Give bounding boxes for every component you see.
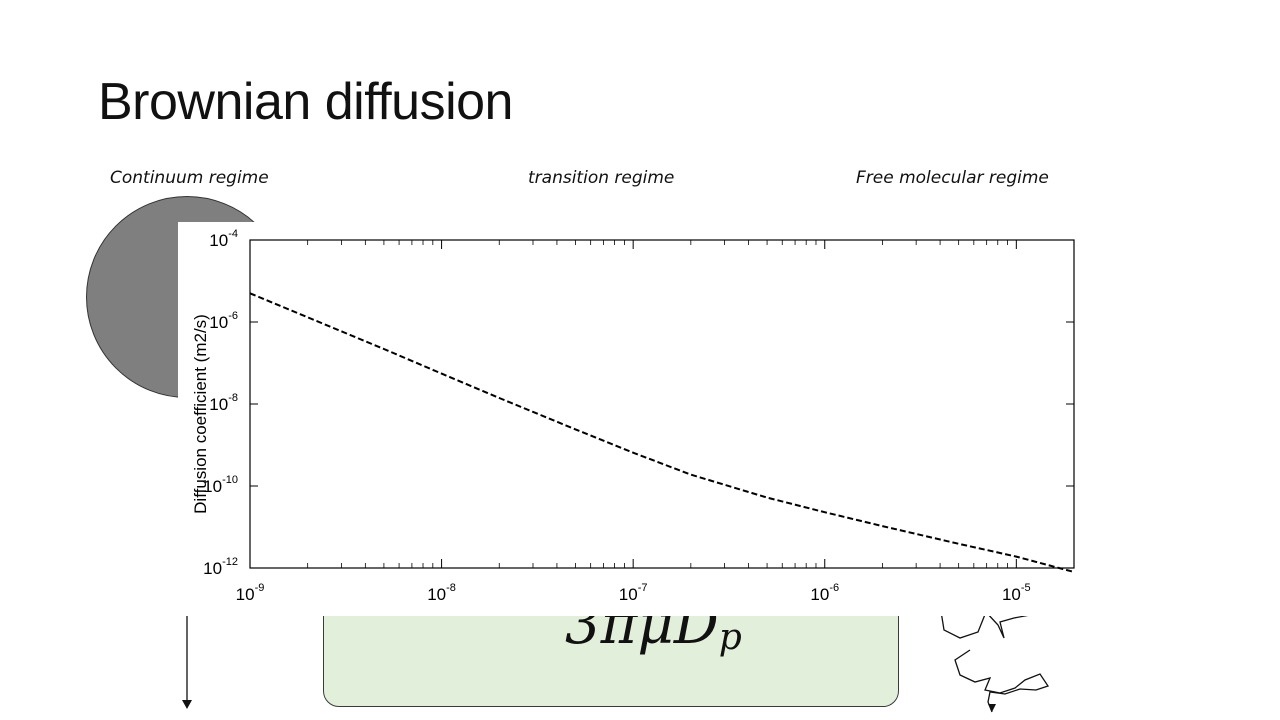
- plot-frame: [249, 239, 1075, 569]
- y-axis-label: Diffusion coefficient (m2/s): [191, 314, 210, 514]
- y-tick-label: 10-4: [209, 228, 238, 250]
- series-line: [249, 292, 1075, 573]
- y-tick-label: 10-8: [209, 392, 238, 414]
- x-tick-label: 10-5: [1002, 582, 1031, 604]
- slide-title: Brownian diffusion: [98, 73, 513, 131]
- x-tick-label: 10-9: [236, 582, 265, 604]
- y-tick-label: 10-6: [209, 310, 238, 332]
- formula-subscript: p: [718, 617, 742, 658]
- y-tick-label: 10-12: [203, 556, 238, 578]
- transition-regime-label: transition regime: [528, 168, 675, 188]
- x-tick-label: 10-8: [427, 582, 456, 604]
- diffusion-coefficient-chart: 10-9 10-8 10-7 10-6 10-5 10-4 10-6 10-8 10-10 10-…: [191, 228, 1075, 604]
- x-tick-label: 10-6: [810, 582, 839, 604]
- continuum-regime-label: Continuum regime: [110, 168, 269, 188]
- chart-panel: 10-9 10-8 10-7 10-6 10-5 10-4 10-6 10-8 10-10 10-…: [178, 222, 1088, 616]
- free-molecular-regime-label: Free molecular regime: [856, 168, 1049, 188]
- down-arrow-icon: [182, 616, 192, 709]
- x-tick-label: 10-7: [619, 582, 648, 604]
- y-tick-label: 10-10: [203, 474, 238, 496]
- random-walk-path: [939, 604, 1050, 713]
